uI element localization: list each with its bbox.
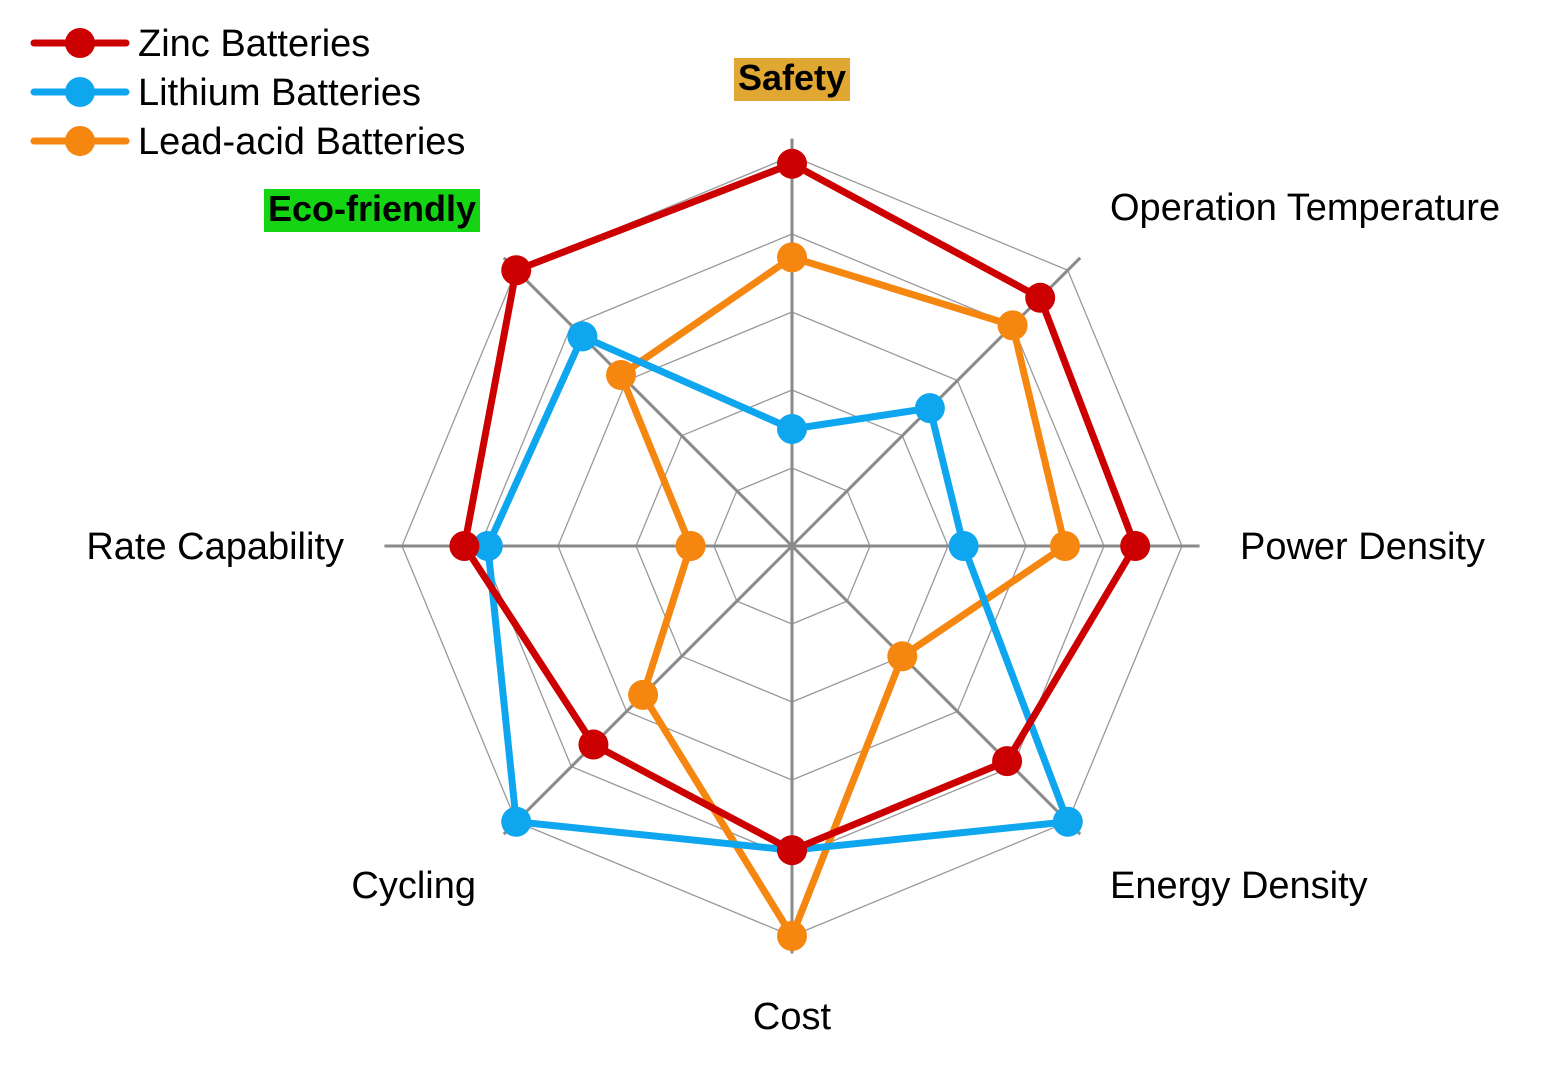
data-point-lithium-batteries-eco-friendly bbox=[567, 321, 598, 352]
data-point-lead-acid-batteries-operation-temperature bbox=[997, 310, 1028, 341]
axis-label-eco-friendly-highlight bbox=[263, 189, 480, 232]
data-point-lead-acid-batteries-cost bbox=[777, 921, 807, 951]
data-point-lead-acid-batteries-rate-capability bbox=[675, 531, 706, 561]
axis-label-cycling: Cycling bbox=[351, 865, 476, 907]
radar-axes bbox=[384, 138, 1200, 954]
axis-label-safety: Safety bbox=[738, 57, 846, 98]
legend-label-lithium-batteries: Lithium Batteries bbox=[138, 72, 421, 114]
axis-labels: Safety Operation Temperature Power Density… bbox=[86, 57, 1500, 1038]
axis-label-eco-friendly-group: Eco-friendly bbox=[263, 188, 480, 232]
data-point-zinc-batteries-eco-friendly bbox=[501, 255, 532, 286]
data-point-lithium-batteries-operation-temperature bbox=[914, 393, 945, 424]
data-point-lead-acid-batteries-power-density bbox=[1050, 531, 1080, 561]
radar-series bbox=[449, 148, 1151, 951]
series-lithium-batteries bbox=[472, 321, 1083, 866]
data-point-lithium-batteries-cycling bbox=[501, 806, 532, 837]
axis-label-safety-highlight bbox=[733, 58, 851, 101]
axis-label-operation-temperature: Operation Temperature bbox=[1110, 187, 1500, 229]
data-point-zinc-batteries-cycling bbox=[578, 729, 609, 760]
data-point-lithium-batteries-energy-density bbox=[1052, 806, 1083, 837]
axis-line-energy-density bbox=[790, 544, 1082, 836]
data-point-lead-acid-batteries-energy-density bbox=[887, 641, 918, 672]
legend-item-lithium-batteries: Lithium Batteries bbox=[30, 72, 421, 114]
data-point-lithium-batteries-rate-capability bbox=[472, 531, 503, 561]
data-point-zinc-batteries-power-density bbox=[1120, 531, 1151, 561]
data-point-lithium-batteries-power-density bbox=[948, 531, 979, 561]
axis-line-eco-friendly bbox=[502, 256, 794, 548]
data-point-zinc-batteries-operation-temperature bbox=[1025, 282, 1056, 313]
legend-marker-lithium-batteries bbox=[65, 77, 95, 107]
axis-label-energy-density: Energy Density bbox=[1110, 865, 1368, 907]
data-point-zinc-batteries-energy-density bbox=[992, 746, 1023, 777]
axis-label-eco-friendly: Eco-friendly bbox=[268, 188, 476, 229]
series-zinc-batteries bbox=[449, 148, 1151, 866]
data-point-lithium-batteries-safety bbox=[777, 414, 807, 444]
legend-marker-zinc-batteries bbox=[65, 28, 95, 58]
data-point-lead-acid-batteries-safety bbox=[777, 242, 807, 273]
axis-label-cost: Cost bbox=[753, 996, 832, 1038]
legend-label-lead-acid-batteries: Lead-acid Batteries bbox=[138, 121, 465, 163]
axis-label-power-density: Power Density bbox=[1240, 526, 1485, 568]
legend: Zinc Batteries Lithium Batteries Lead-acid… bbox=[30, 23, 465, 163]
data-point-lead-acid-batteries-cycling bbox=[628, 679, 659, 710]
axis-label-rate-capability: Rate Capability bbox=[86, 526, 344, 568]
data-point-zinc-batteries-safety bbox=[777, 148, 807, 179]
data-point-zinc-batteries-rate-capability bbox=[449, 531, 480, 561]
legend-marker-lead-acid-batteries bbox=[65, 126, 95, 156]
axis-label-safety-group: Safety bbox=[733, 57, 851, 101]
data-point-zinc-batteries-cost bbox=[777, 835, 807, 866]
legend-item-lead-acid-batteries: Lead-acid Batteries bbox=[30, 121, 465, 163]
legend-label-zinc-batteries: Zinc Batteries bbox=[138, 23, 370, 65]
data-point-lead-acid-batteries-eco-friendly bbox=[606, 360, 637, 391]
series-lead-acid-batteries bbox=[606, 242, 1080, 951]
legend-item-zinc-batteries: Zinc Batteries bbox=[30, 23, 370, 65]
